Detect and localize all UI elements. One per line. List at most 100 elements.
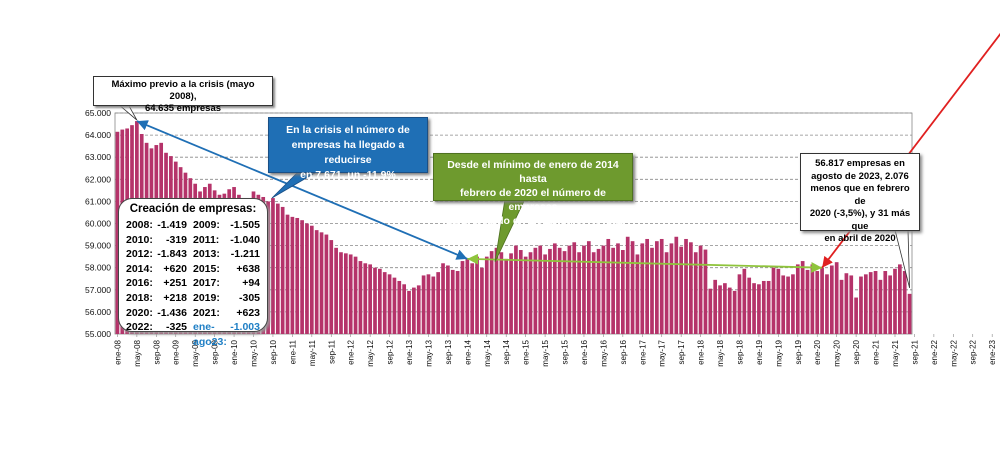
x-tick-label: may-17 xyxy=(658,339,667,366)
creation-summary-last-row: 2022: -325 ene-ago23: -1.003 xyxy=(126,320,260,348)
x-tick-label: may-10 xyxy=(250,339,259,366)
bar xyxy=(543,254,547,334)
bar xyxy=(693,252,698,334)
creation-value: -1.040 xyxy=(230,233,260,246)
bar xyxy=(334,247,338,334)
y-tick-label: 57.000 xyxy=(85,285,111,295)
creation-year: 2010: xyxy=(126,233,153,246)
bar xyxy=(849,275,854,334)
creation-value: -1.843 xyxy=(157,248,187,261)
bar xyxy=(834,262,839,334)
bar xyxy=(567,245,572,334)
creation-year: 2018: xyxy=(126,291,153,304)
bar xyxy=(650,247,654,334)
bar xyxy=(504,258,509,334)
bar xyxy=(329,240,334,334)
bar xyxy=(455,271,460,334)
x-tick-label: ene-12 xyxy=(347,339,356,364)
creation-year: 2011: xyxy=(193,233,220,246)
x-tick-label: may-14 xyxy=(483,339,492,366)
bar xyxy=(499,252,504,334)
bar xyxy=(684,238,688,334)
bar xyxy=(446,265,450,334)
bar xyxy=(591,252,596,334)
bar xyxy=(412,287,416,334)
bar xyxy=(907,293,912,334)
bar xyxy=(742,268,747,334)
x-tick-label: may-11 xyxy=(308,339,317,366)
bar xyxy=(703,249,708,334)
x-tick-label: sep-12 xyxy=(386,339,395,364)
bar xyxy=(480,267,484,334)
bar xyxy=(859,276,863,334)
y-tick-label: 55.000 xyxy=(85,329,111,339)
creation-year: 2016: xyxy=(126,277,153,290)
x-tick-label: ene-18 xyxy=(697,339,706,364)
creation-value: +218 xyxy=(163,291,187,304)
bar xyxy=(489,251,494,334)
x-tick-label: may-15 xyxy=(541,339,550,366)
bar xyxy=(275,203,280,334)
x-tick-label: may-16 xyxy=(599,339,608,366)
bar xyxy=(343,253,348,334)
bar xyxy=(450,269,455,334)
creation-value: -319 xyxy=(165,233,187,246)
x-tick-label: ene-14 xyxy=(463,339,472,364)
bar xyxy=(533,247,538,334)
bar xyxy=(616,243,620,334)
bar xyxy=(732,290,737,334)
latest-annotation: 56.817 empresas en agosto de 2023, 2.076… xyxy=(800,153,920,244)
bar xyxy=(606,238,611,334)
bar xyxy=(674,236,679,334)
bar xyxy=(309,225,314,334)
bar xyxy=(829,265,834,334)
bar xyxy=(314,230,319,334)
bar xyxy=(752,283,756,334)
x-tick-label: sep-19 xyxy=(794,339,803,364)
bar xyxy=(761,280,766,334)
y-tick-label: 61.000 xyxy=(85,196,111,206)
creation-summary-row: 2016: +251 2017: +94 xyxy=(126,276,260,291)
y-tick-label: 59.000 xyxy=(85,241,111,251)
bar xyxy=(878,279,883,334)
creation-value: -1.505 xyxy=(230,219,260,231)
bar xyxy=(528,252,533,334)
x-tick-label: may-12 xyxy=(366,339,375,366)
bar xyxy=(586,241,591,334)
bar xyxy=(800,261,805,334)
bar xyxy=(465,258,470,334)
bar xyxy=(713,279,718,334)
bar xyxy=(795,264,800,334)
bar xyxy=(601,245,606,334)
bar xyxy=(640,243,645,334)
crisis-annotation-line-3: en 7.671, un -11,9% xyxy=(300,169,396,181)
creation-summary-row: 2010: -319 2011: -1.040 xyxy=(126,233,260,248)
x-tick-label: may-19 xyxy=(774,339,783,366)
bar xyxy=(893,268,897,334)
bar xyxy=(557,247,562,334)
creation-value: -1.419 xyxy=(157,219,187,231)
x-tick-label: sep-08 xyxy=(152,339,161,364)
bar xyxy=(280,206,285,334)
x-tick-label: sep-16 xyxy=(619,339,628,364)
bar xyxy=(805,269,810,334)
creation-summary-row: 2014: +620 2015: +638 xyxy=(126,262,260,277)
bar xyxy=(771,267,776,334)
bar xyxy=(757,284,761,334)
bar xyxy=(868,272,873,334)
bar xyxy=(518,250,523,334)
x-tick-label: ene-13 xyxy=(405,339,414,364)
bar xyxy=(902,271,907,334)
x-tick-label: may-21 xyxy=(891,339,900,366)
bar xyxy=(290,216,295,334)
latest-annotation-line-4: 2020 (-3,5%), y 31 más que xyxy=(809,208,911,232)
bar xyxy=(397,280,402,334)
creation-year: 2008: xyxy=(126,219,153,231)
bar xyxy=(441,263,445,334)
x-tick-label: may-20 xyxy=(833,339,842,366)
bar xyxy=(791,274,795,334)
bar xyxy=(873,271,878,334)
bar xyxy=(747,277,752,334)
x-tick-label: sep-13 xyxy=(444,339,453,364)
bar xyxy=(786,276,790,334)
